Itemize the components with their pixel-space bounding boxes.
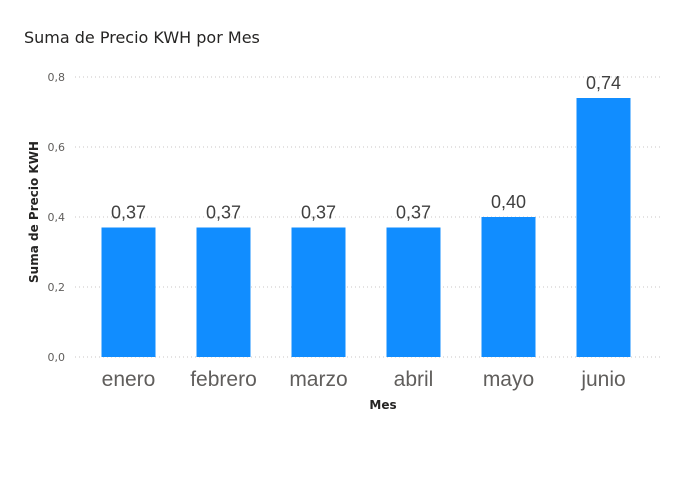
x-tick-label: mayo: [483, 368, 534, 391]
y-tick-label: 0,8: [48, 71, 66, 84]
x-tick-label: junio: [580, 368, 625, 391]
y-axis-title: Suma de Precio KWH: [27, 141, 41, 283]
data-label: 0,37: [206, 203, 241, 223]
bar-febrero[interactable]: [196, 227, 251, 358]
x-tick-label: febrero: [190, 368, 257, 391]
bars: [101, 98, 631, 358]
bar-junio[interactable]: [576, 98, 631, 357]
y-tick-labels: 0,0 0,2 0,4 0,6 0,8: [48, 71, 66, 364]
bar-abril[interactable]: [386, 227, 441, 358]
data-label: 0,40: [491, 192, 526, 212]
data-label: 0,37: [111, 203, 146, 223]
bar-marzo[interactable]: [291, 227, 346, 358]
data-labels: 0,37 0,37 0,37 0,37 0,40 0,74: [111, 73, 621, 223]
x-tick-label: enero: [102, 368, 156, 391]
data-label: 0,37: [396, 203, 431, 223]
gridlines: [75, 76, 660, 358]
data-label: 0,74: [586, 73, 621, 93]
x-tick-labels: enero febrero marzo abril mayo junio: [102, 368, 626, 391]
data-label: 0,37: [301, 203, 336, 223]
y-tick-label: 0,6: [48, 141, 66, 154]
x-axis-title: Mes: [369, 398, 396, 412]
y-tick-label: 0,2: [48, 281, 66, 294]
y-tick-label: 0,4: [48, 211, 66, 224]
chart-title: Suma de Precio KWH por Mes: [24, 28, 260, 47]
y-tick-label: 0,0: [48, 351, 66, 364]
bar-mayo[interactable]: [481, 217, 536, 357]
x-tick-label: abril: [394, 368, 434, 391]
x-tick-label: marzo: [289, 368, 347, 391]
bar-enero[interactable]: [101, 227, 156, 358]
